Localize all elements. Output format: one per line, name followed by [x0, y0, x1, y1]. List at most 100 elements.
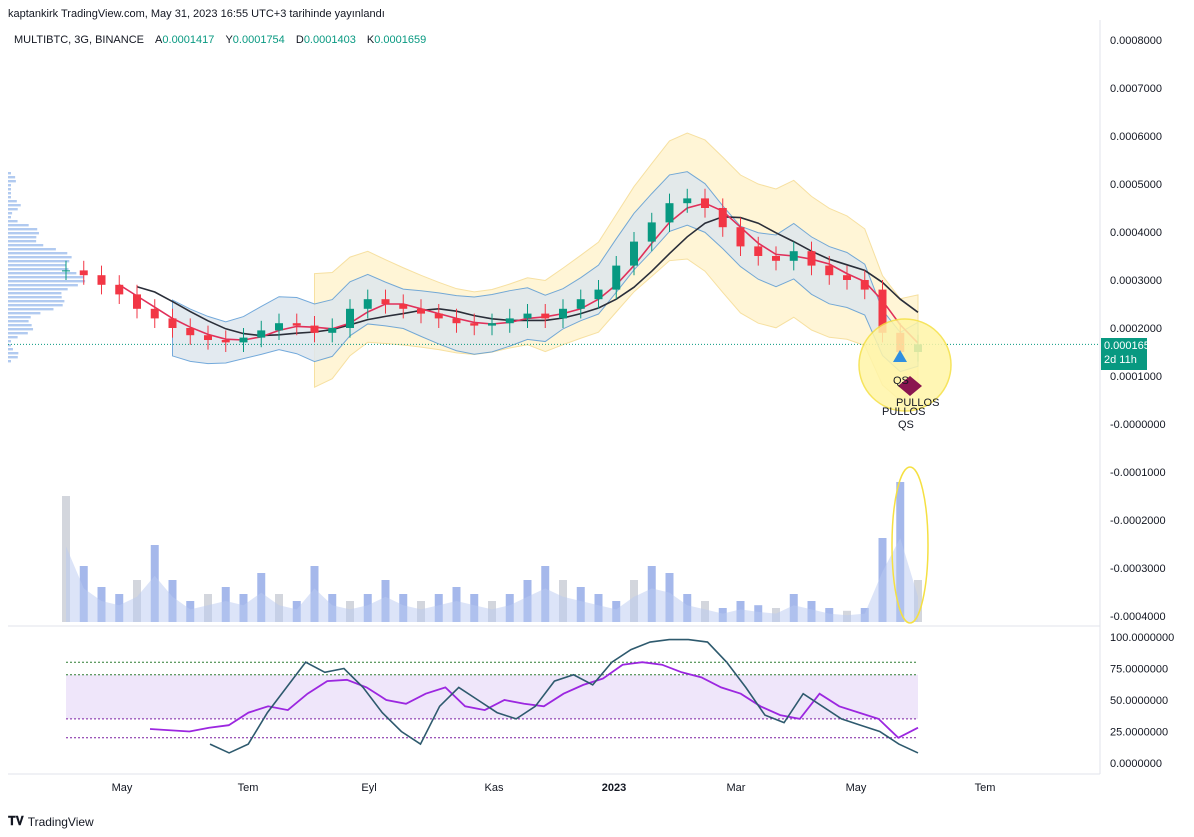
rsi-line: [149, 661, 919, 739]
volume-profile-bar: [8, 220, 18, 223]
rsi-axis-tick: 25.0000000: [1110, 727, 1168, 739]
volume-profile-bar: [8, 304, 63, 307]
volume-profile-bar: [8, 196, 11, 199]
last-price-value: 0.0001659: [1104, 340, 1156, 352]
volume-profile-bar: [8, 184, 11, 187]
volume-profile-bar: [8, 312, 41, 315]
price-axis-tick: 0.0007000: [1110, 83, 1162, 95]
volume-profile-bar: [8, 208, 18, 211]
volume-profile-bar: [8, 172, 11, 175]
volume-profile-bar: [8, 332, 28, 335]
symbol-legend: MULTIBTC, 3G, BINANCE A0.0001417 Y 0.0001…: [14, 34, 426, 46]
candle-body: [292, 323, 301, 326]
volume-profile-bar: [8, 188, 11, 191]
candle-body: [346, 308, 354, 328]
volume-profile-bar: [8, 276, 85, 279]
footer-brand: 𝐓𝐕 TradingView: [8, 814, 94, 829]
volume-profile-bar: [8, 284, 78, 287]
rsi-axis-tick: 50.0000000: [1110, 695, 1168, 707]
candle-body: [523, 313, 532, 319]
time-axis-tick: 2023: [602, 782, 626, 794]
rsi-axis-tick: 75.0000000: [1110, 664, 1168, 676]
candle-body: [701, 198, 709, 208]
rsi-band: [66, 674, 918, 719]
tradingview-logo-icon: 𝐓𝐕: [8, 814, 24, 828]
time-axis-tick: Kas: [485, 782, 504, 794]
candle-body: [115, 284, 124, 295]
volume-profile-bar: [8, 352, 19, 355]
candle-body: [257, 330, 266, 338]
volume-profile-bar: [8, 252, 68, 255]
volume-profile-bar: [8, 228, 38, 231]
candle-body: [807, 251, 816, 266]
volume-profile-bar: [8, 320, 29, 323]
volume-profile-bar: [8, 272, 77, 275]
volume-profile-bar: [8, 316, 31, 319]
volume-profile-bar: [8, 240, 37, 243]
footer-brand-label: TradingView: [27, 814, 94, 829]
candle-body: [381, 299, 390, 304]
candle-body: [860, 280, 869, 290]
candle-body: [186, 328, 195, 336]
low-value: 0.0001403: [303, 34, 356, 46]
price-axis-tick: -0.0004000: [1110, 611, 1166, 623]
candle-body: [275, 323, 283, 331]
moving-average-fast: [118, 202, 919, 344]
candle-body: [843, 275, 851, 280]
rsi-axis-tick: 0.0000000: [1110, 758, 1162, 770]
open-value: 0.0001417: [162, 34, 215, 46]
volume-profile-bar: [8, 360, 11, 363]
candle-body: [630, 241, 638, 266]
volume-profile-bar: [8, 200, 17, 203]
candle-body: [647, 222, 656, 242]
price-axis-tick: 0.0003000: [1110, 275, 1162, 287]
price-axis-tick: -0.0001000: [1110, 467, 1166, 479]
volume-profile-bar: [8, 348, 13, 351]
volume-profile-bar: [8, 288, 68, 291]
volume-profile-bar: [8, 356, 18, 359]
rsi-axis-tick: 100.0000000: [1110, 632, 1174, 644]
volume-profile-bar: [8, 176, 16, 179]
candle-body: [576, 299, 585, 309]
candle-body: [399, 304, 408, 309]
price-axis-tick: 0.0005000: [1110, 179, 1162, 191]
high-key: Y: [225, 34, 233, 46]
volume-profile-bar: [8, 236, 37, 239]
candle-body: [150, 308, 159, 319]
volume-profile-bar: [8, 300, 65, 303]
volume-profile-bar: [8, 308, 54, 311]
last-price-label: 0.0001659 2d 11h: [1101, 338, 1156, 370]
candle-body: [239, 337, 248, 343]
volume-profile-bar: [8, 232, 39, 235]
volume-profile-bar: [8, 280, 86, 283]
candle-body: [541, 313, 550, 319]
time-axis-tick: Tem: [238, 782, 259, 794]
price-axis-tick: 0.0002000: [1110, 323, 1162, 335]
candle-body: [612, 265, 621, 290]
candle-body: [789, 251, 798, 261]
volume-profile-bar: [8, 340, 11, 343]
volume-profile-bar: [8, 248, 56, 251]
volume-profile-bar: [8, 204, 21, 207]
price-axis-tick: -0.0000000: [1110, 419, 1166, 431]
candle-body: [168, 318, 177, 328]
price-axis-tick: 0.0001000: [1110, 371, 1162, 383]
signal-label: PULLOS: [882, 406, 925, 418]
candle-body: [718, 208, 727, 228]
candle-body: [772, 256, 780, 261]
symbol-name[interactable]: MULTIBTC, 3G, BINANCE: [14, 34, 144, 46]
volume-profile-bar: [8, 256, 72, 259]
candle-body: [133, 294, 141, 309]
signal-label: QS: [898, 419, 914, 431]
volume-profile-bar: [8, 260, 70, 263]
candle-body: [683, 198, 692, 204]
time-axis-tick: May: [846, 782, 867, 794]
candle-body: [79, 270, 88, 276]
open-key: A: [155, 34, 163, 46]
candle-body: [452, 318, 461, 324]
candle-body: [754, 246, 763, 256]
candle-body: [310, 325, 319, 333]
volume-profile-bar: [8, 296, 62, 299]
bar-countdown: 2d 11h: [1104, 354, 1137, 366]
